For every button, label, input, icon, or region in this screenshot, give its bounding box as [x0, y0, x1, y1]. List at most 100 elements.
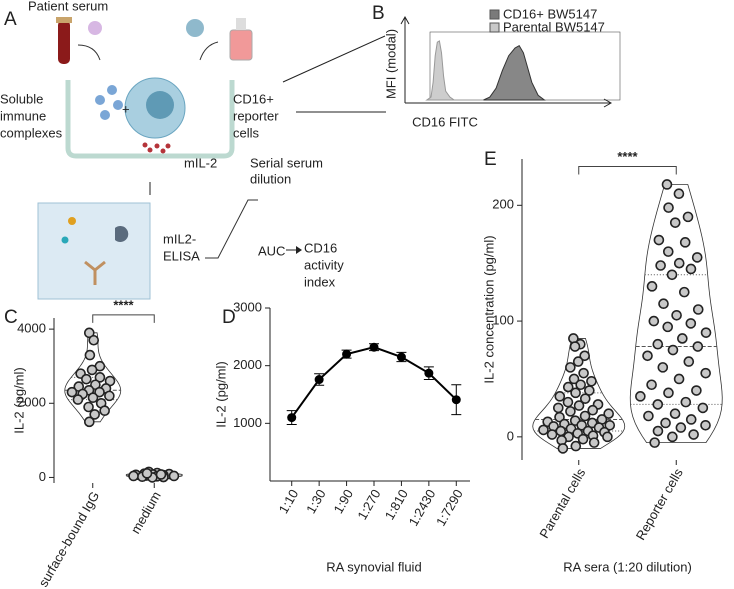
x-tick-label: 1:7290	[433, 487, 466, 529]
point	[685, 318, 697, 329]
point	[680, 396, 692, 408]
point	[587, 404, 599, 416]
point	[667, 431, 678, 443]
histogram	[483, 45, 546, 101]
schematic: A Patient serum + Soluble immune complex…	[0, 0, 386, 300]
point	[648, 315, 660, 327]
point	[671, 309, 682, 321]
point	[652, 338, 664, 350]
x-axis-label: CD16 FITC	[412, 114, 478, 129]
y-axis-label: IL-2 (pg/ml)	[213, 361, 228, 427]
point	[683, 356, 695, 367]
legend-label: Parental BW5147	[503, 19, 605, 34]
significance-bracket	[92, 314, 155, 323]
point	[568, 373, 580, 385]
significance-bracket	[578, 165, 677, 175]
y-tick-label: 2000	[17, 395, 46, 410]
point	[685, 414, 697, 425]
point	[565, 406, 576, 417]
point	[168, 470, 180, 482]
point	[84, 349, 96, 361]
connector	[205, 199, 258, 259]
label: index	[304, 274, 336, 289]
label: Serial serum	[250, 155, 323, 170]
point	[697, 402, 709, 414]
x-tick-label: 1:810	[382, 487, 411, 523]
point	[663, 202, 674, 213]
point	[369, 342, 379, 352]
point	[86, 364, 98, 376]
point	[87, 392, 99, 404]
y-axis-label: IL-2 concentration (pg/ml)	[481, 235, 496, 383]
point	[662, 321, 674, 333]
point	[72, 394, 84, 405]
flask	[229, 29, 253, 61]
point	[573, 400, 585, 411]
point	[570, 440, 582, 452]
point	[141, 468, 153, 479]
tube-cap	[56, 17, 72, 23]
point	[84, 416, 95, 428]
antibody-icon	[84, 260, 106, 285]
cell-icon	[186, 19, 204, 37]
point	[314, 375, 324, 385]
point	[653, 234, 665, 246]
legend-label: CD16+ BW5147	[503, 6, 597, 21]
x-tick-label: 1:90	[330, 487, 356, 516]
point	[643, 410, 654, 422]
y-tick-label: 0	[39, 469, 46, 484]
y-tick-label: 1000	[233, 415, 262, 430]
point	[649, 437, 660, 448]
point	[287, 413, 297, 423]
point	[692, 341, 704, 352]
label: CD16+	[233, 91, 274, 106]
point	[552, 402, 564, 414]
point	[669, 408, 681, 419]
point	[579, 350, 590, 362]
point	[89, 409, 100, 420]
point	[682, 211, 694, 223]
label: dilution	[250, 171, 291, 186]
icon	[61, 236, 69, 244]
point	[655, 260, 666, 271]
point	[546, 429, 558, 440]
point	[661, 179, 673, 190]
label: complexes	[0, 125, 63, 140]
y-tick-label: 200	[492, 197, 514, 212]
point	[557, 443, 569, 454]
significance: ****	[113, 297, 134, 312]
point	[396, 352, 406, 362]
label: reporter	[233, 108, 279, 123]
point	[424, 368, 434, 378]
label: AUC	[258, 243, 285, 258]
well	[65, 80, 235, 159]
point	[570, 387, 581, 399]
flask-cap	[236, 18, 246, 30]
label: ELISA	[163, 248, 200, 263]
point	[83, 401, 94, 413]
point	[104, 390, 115, 402]
point	[99, 405, 110, 416]
arrow	[199, 41, 219, 61]
point	[569, 341, 581, 352]
connector	[282, 35, 386, 83]
y-tick-label: 2000	[233, 357, 262, 372]
point	[700, 419, 711, 431]
point	[94, 386, 105, 398]
label: activity	[304, 257, 344, 272]
y-tick-label: 0	[507, 428, 514, 443]
histogram	[425, 40, 456, 101]
label: immune	[0, 108, 46, 123]
point	[555, 425, 567, 437]
point	[603, 408, 614, 419]
significance: ****	[617, 149, 638, 164]
point	[579, 393, 591, 404]
nucleus	[146, 91, 174, 119]
point	[658, 298, 669, 310]
x-tick-label: Parental cells	[536, 465, 588, 541]
point	[538, 424, 549, 436]
tube	[58, 20, 70, 64]
point	[685, 263, 697, 275]
point	[673, 188, 685, 200]
